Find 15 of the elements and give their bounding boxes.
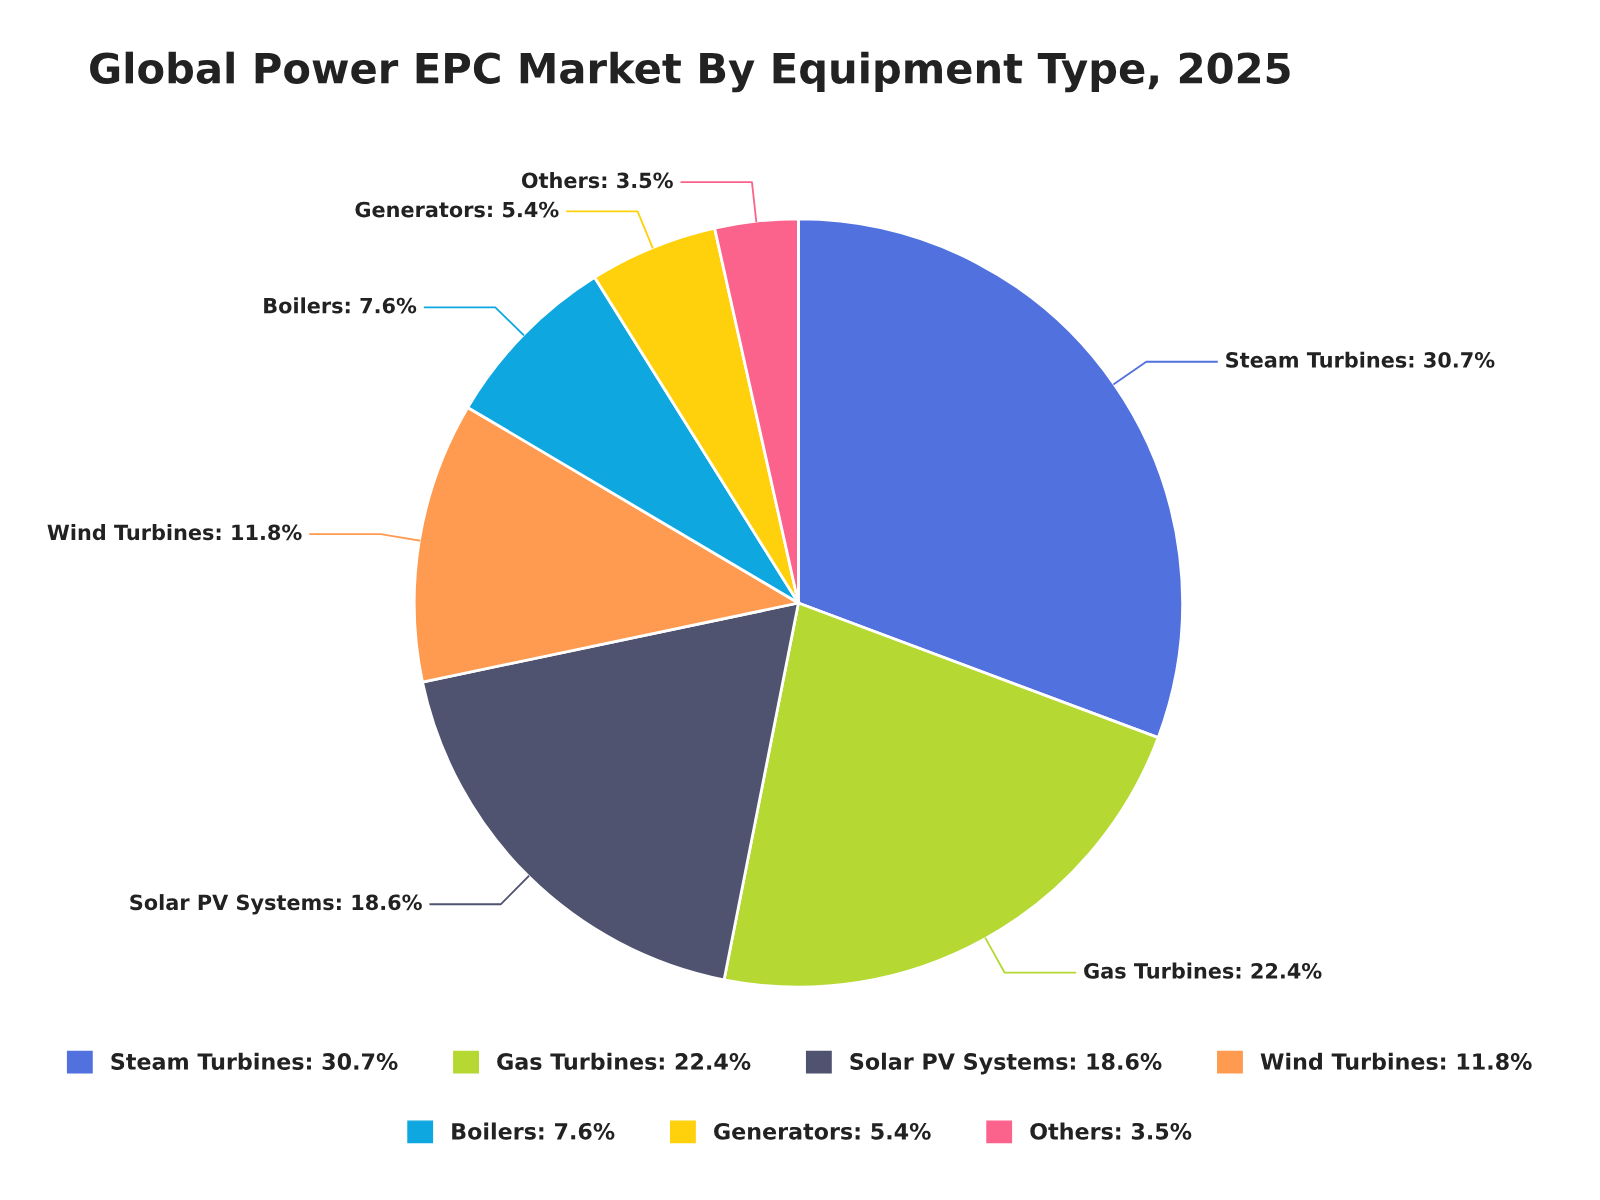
legend-label: Others: 3.5% [1030,1122,1192,1140]
legend-label: Generators: 5.4% [714,1122,931,1140]
slice-label: Wind Turbines: 11.8% [47,524,302,541]
legend-label: Wind Turbines: 11.8% [1260,1052,1532,1070]
legend-label: Solar PV Systems: 18.6% [850,1052,1162,1075]
legend-label: Gas Turbines: 22.4% [497,1052,751,1070]
slice-label: Gas Turbines: 22.4% [1084,962,1322,979]
legend-label: Boilers: 7.6% [452,1122,615,1140]
chart-title: Global Power EPC Market By Equipment Type, 2025 [90,51,1290,93]
slice-label: Generators: 5.4% [355,201,559,218]
slice-label: Others: 3.5% [521,172,673,189]
slice-label: Steam Turbines: 30.7% [1226,351,1495,368]
slice-label: Boilers: 7.6% [264,297,417,314]
legend-label: Steam Turbines: 30.7% [111,1052,398,1070]
slice-label: Solar PV Systems: 18.6% [130,894,422,915]
